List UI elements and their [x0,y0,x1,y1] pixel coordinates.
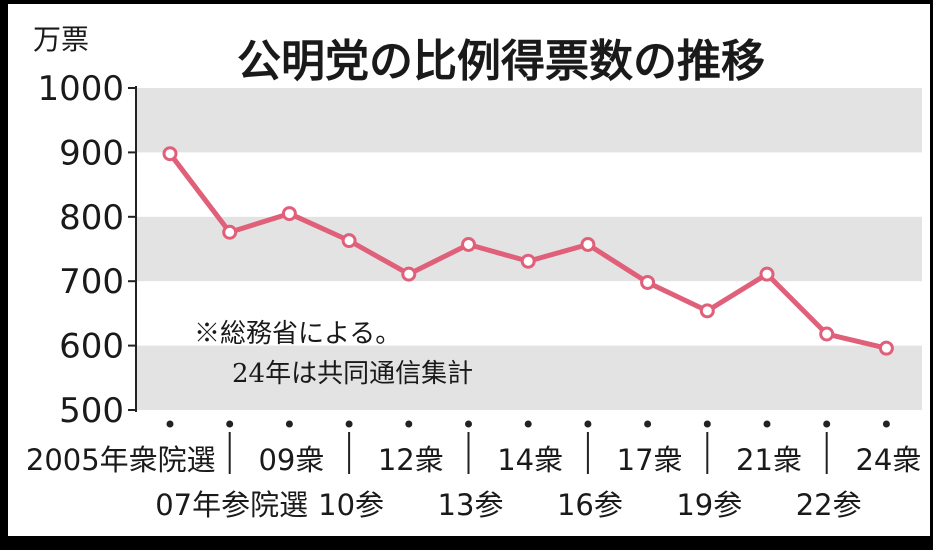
series-line-group [162,146,894,356]
source-note-line1: ※総務省による。 [194,319,401,349]
grid-band [136,216,922,282]
y-tick-label: 500 [59,391,124,431]
y-tick-label: 600 [59,327,124,367]
data-point [461,236,476,252]
x-tick-dot [882,420,890,428]
x-tick-label: 21衆 [736,443,802,477]
data-point [341,233,357,249]
data-point [580,236,596,252]
data-point [699,303,715,319]
x-tick-dot [524,420,532,428]
x-tick-dot [226,420,234,428]
x-tick-dot [405,420,413,428]
y-tick-label: 800 [59,198,124,238]
grid-band [136,88,922,153]
x-tick-dot [345,420,353,428]
y-tick-label: 900 [59,133,124,173]
x-tick-dot [166,420,174,428]
x-tick-dot [285,420,293,428]
x-tick-label: 09衆 [258,443,324,477]
y-tick-label: 700 [59,262,124,302]
data-point [759,266,775,282]
x-tick-label: 13参 [438,488,504,522]
grid-bands [136,88,922,410]
data-point [640,274,656,290]
x-tick-label: 10参 [318,488,384,522]
x-tick-label: 17衆 [617,443,683,477]
x-tick-dot [703,420,711,428]
line-chart: 500 600 700 800 900 1000 2005年衆院選 09衆 12衆 14衆 17衆… [26,23,922,522]
x-axis: 2005年衆院選 09衆 12衆 14衆 17衆 21衆 24衆 07年参院選 10参 13参 16… [26,420,921,522]
x-tick-dot [823,420,831,428]
data-point [520,253,536,269]
data-point [222,224,238,240]
y-unit-label: 万票 [33,23,89,56]
x-tick-label: 24衆 [855,443,921,477]
x-tick-dot [763,420,771,428]
x-tick-label: 16参 [557,488,623,522]
data-point [878,340,894,356]
x-tick-label: 22参 [796,488,862,522]
y-axis: 500 600 700 800 900 1000 [37,69,137,431]
data-point [281,206,297,222]
x-tick-dot [465,420,472,428]
chart-card: 500 600 700 800 900 1000 2005年衆院選 09衆 12衆 14衆 17衆… [8,4,930,536]
x-tick-label: 2005年衆院選 [26,443,216,477]
x-tick-label: 19参 [676,488,742,522]
x-tick-dot [644,420,652,428]
x-tick-label: 07年参院選 [155,488,308,522]
source-note-line2: 24年は共同通信集計 [232,359,473,389]
x-tick-label: 12衆 [378,443,444,477]
data-point [162,146,178,162]
data-point [401,266,417,282]
x-tick-dot [584,420,592,428]
grid-band [136,345,922,410]
y-tick-label: 1000 [37,69,124,109]
chart-title: 公明党の比例得票数の推移 [237,36,765,87]
data-point [819,326,835,342]
x-tick-label: 14衆 [497,443,563,477]
